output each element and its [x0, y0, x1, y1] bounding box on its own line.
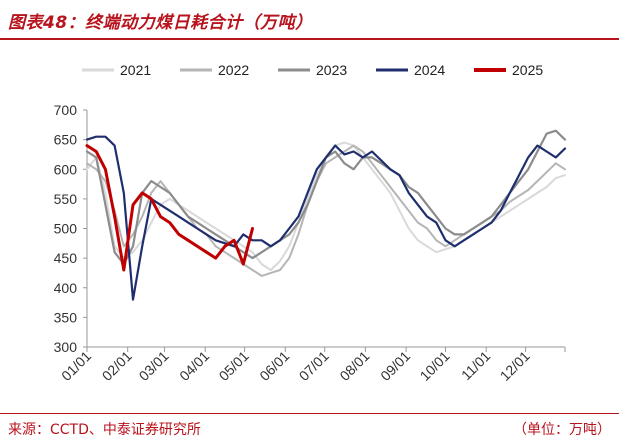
y-tick-label: 450	[54, 250, 78, 266]
y-tick-label: 500	[54, 221, 78, 237]
unit-note: （单位：万吨）	[513, 422, 611, 438]
y-tick-label: 300	[54, 339, 78, 355]
y-tick-label: 700	[54, 102, 78, 118]
x-tick-label: 07/01	[296, 348, 332, 384]
y-tick-label: 400	[54, 280, 78, 296]
series-line-2023	[85, 129, 567, 266]
legend: 2021 2022 2023 2024 2025	[82, 62, 543, 78]
legend-label-2022: 2022	[218, 62, 249, 78]
legend-label-2025: 2025	[512, 62, 543, 78]
series-line-2025	[85, 144, 254, 272]
x-tick-label: 11/01	[458, 348, 494, 384]
chart-title: 图表48：终端动力煤日耗合计（万吨）	[8, 13, 313, 33]
series-line-2024	[85, 135, 567, 301]
y-tick-label: 650	[54, 132, 78, 148]
y-tick-label: 350	[54, 309, 78, 325]
legend-label-2021: 2021	[120, 62, 151, 78]
x-tick-label: 12/01	[497, 348, 533, 384]
series-lines	[85, 129, 567, 301]
x-tick-label: 05/01	[216, 348, 252, 384]
y-tick-label: 600	[54, 161, 78, 177]
x-tick-label: 08/01	[336, 348, 372, 384]
legend-label-2024: 2024	[414, 62, 445, 78]
line-chart: 2021 2022 2023 2024 2025 300 350 400 450 500 550 6…	[54, 62, 567, 384]
title-divider	[0, 38, 619, 40]
footer-divider	[0, 413, 619, 414]
x-tick-label: 02/01	[99, 348, 135, 384]
x-axis: 01/01 02/01 03/01 04/01 05/01 06/01 07/01 08/01…	[58, 346, 566, 384]
x-tick-label: 09/01	[377, 348, 413, 384]
source-note: 来源：CCTD、中泰证券研究所	[8, 422, 201, 438]
y-axis: 300 350 400 450 500 550 600 650 700	[54, 102, 88, 355]
x-tick-label: 06/01	[256, 348, 292, 384]
x-tick-label: 10/01	[417, 348, 453, 384]
x-tick-label: 03/01	[136, 348, 172, 384]
x-tick-label: 04/01	[176, 348, 212, 384]
series-line-2021	[86, 141, 566, 271]
legend-label-2023: 2023	[316, 62, 347, 78]
y-tick-label: 550	[54, 191, 78, 207]
